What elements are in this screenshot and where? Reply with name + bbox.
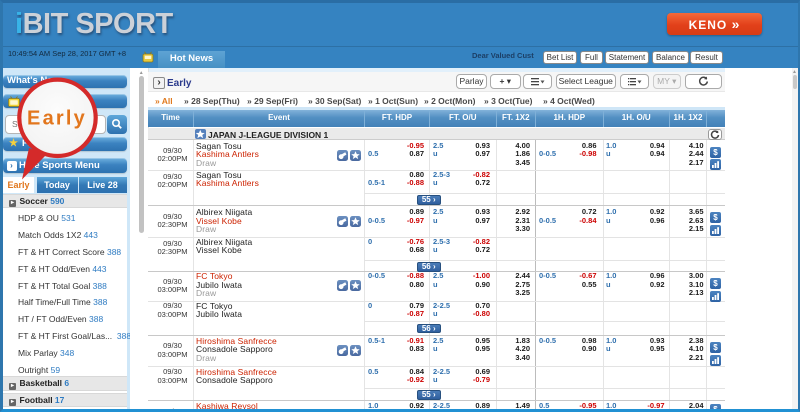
svg-text:Early: Early — [27, 108, 87, 130]
